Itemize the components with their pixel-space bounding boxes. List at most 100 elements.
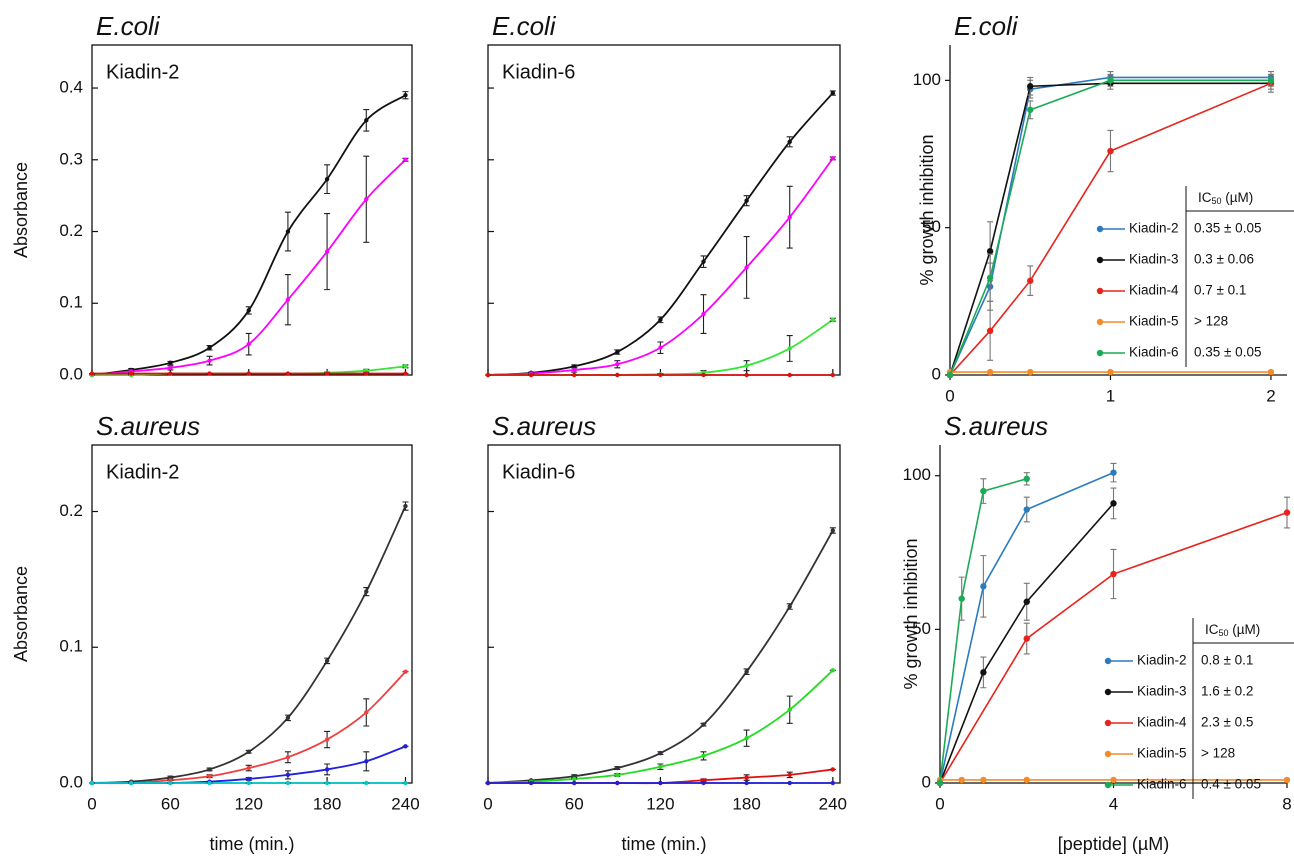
data-point — [528, 780, 534, 786]
series-line — [487, 530, 834, 784]
legend-header-part: 50 — [1212, 196, 1222, 206]
data-point — [324, 737, 330, 742]
data-point — [285, 297, 291, 302]
legend-header: IC50 (µM) — [1205, 622, 1260, 639]
legend-label: Kiadin-5 — [1129, 314, 1179, 329]
data-point — [701, 780, 706, 786]
legend-label: Kiadin-3 — [1137, 684, 1187, 699]
y-tick-label: 0 — [932, 364, 941, 383]
legend-swatch-dot — [1096, 225, 1104, 233]
x-axis-label: [peptide] (µM) — [1058, 834, 1169, 854]
data-point — [324, 658, 330, 664]
y-tick-label: 0.2 — [59, 501, 83, 520]
data-point — [946, 371, 954, 379]
panel: S.aureus Kiadin-2 Absorbance time (min.) 0.0… — [11, 411, 420, 854]
legend-swatch-dot — [1104, 657, 1112, 665]
data-point — [658, 764, 663, 769]
x-tick-label: 60 — [565, 794, 584, 813]
data-point — [658, 345, 663, 350]
legend-header-part: IC — [1198, 190, 1212, 205]
panel-label: Kiadin-2 — [106, 61, 179, 83]
y-tick-label: 100 — [913, 70, 941, 89]
data-point — [787, 780, 792, 786]
data-point — [958, 595, 965, 602]
legend-header-part: 50 — [1219, 628, 1229, 638]
legend-swatch-dot — [1096, 318, 1104, 326]
y-tick-label: 100 — [903, 465, 931, 484]
plot-frame — [91, 444, 413, 784]
data-point — [830, 90, 836, 96]
plot-frame — [487, 444, 841, 784]
panel: E.coli Kiadin-6 — [485, 11, 841, 378]
data-point — [1027, 368, 1034, 376]
data-point — [744, 363, 749, 368]
panel: E.coli Kiadin-2 Absorbance 0.0 0.1 0.2 0.3 0.4 — [11, 11, 413, 383]
plot-frame — [487, 44, 841, 376]
data-point — [128, 780, 134, 786]
data-point — [980, 669, 987, 676]
data-point — [936, 779, 944, 787]
data-point — [744, 372, 749, 378]
series-line — [91, 505, 407, 784]
data-point — [830, 317, 836, 322]
data-point — [830, 767, 836, 772]
data-point — [207, 358, 212, 363]
series-line — [939, 478, 1027, 784]
panel-title: E.coli — [492, 11, 557, 41]
data-point — [285, 780, 291, 786]
data-point — [830, 372, 836, 378]
data-point — [1283, 776, 1291, 784]
legend-label: Kiadin-5 — [1137, 746, 1187, 761]
data-point — [246, 776, 251, 782]
x-tick-label: 2 — [1266, 386, 1275, 405]
data-point — [1267, 368, 1275, 376]
data-point — [701, 259, 706, 264]
panel-title: S.aureus — [492, 411, 596, 441]
data-point — [1023, 506, 1030, 513]
legend-ic50: 0.3 ± 0.06 — [1194, 252, 1254, 267]
y-tick-label: 0 — [922, 772, 931, 791]
data-point — [485, 780, 491, 786]
data-point — [485, 372, 491, 378]
data-point — [1107, 77, 1114, 84]
data-point — [980, 487, 987, 495]
data-point — [168, 365, 173, 371]
y-tick-label: 0.3 — [59, 149, 83, 168]
data-point — [572, 780, 577, 786]
data-point — [986, 274, 994, 281]
data-point — [787, 346, 792, 351]
data-point — [986, 248, 994, 255]
legend-ic50: 1.6 ± 0.2 — [1201, 684, 1253, 699]
legend-header: IC50 (µM) — [1198, 190, 1253, 207]
panel-title: S.aureus — [96, 411, 200, 441]
legend-ic50: 0.8 ± 0.1 — [1201, 653, 1253, 668]
panel: S.aureus % growth inhibition [peptide] (µM… — [901, 411, 1294, 854]
data-point — [168, 371, 173, 376]
data-point — [285, 715, 291, 721]
legend-ic50: > 128 — [1194, 314, 1228, 329]
data-point — [572, 367, 577, 373]
data-point — [615, 780, 620, 786]
x-tick-label: 60 — [161, 794, 180, 813]
data-point — [246, 308, 251, 313]
data-point — [615, 765, 620, 771]
legend-ic50: 0.35 ± 0.05 — [1194, 345, 1261, 360]
y-axis-label: Absorbance — [11, 162, 31, 258]
data-point — [207, 780, 212, 786]
data-point — [207, 774, 212, 779]
data-point — [324, 249, 330, 254]
data-point — [403, 157, 408, 162]
data-point — [1283, 509, 1291, 516]
legend-label: Kiadin-2 — [1129, 221, 1179, 236]
panel-label: Kiadin-2 — [106, 461, 179, 483]
data-point — [787, 372, 792, 378]
data-point — [364, 780, 369, 786]
data-point — [1110, 776, 1117, 784]
x-tick-label: 0 — [483, 794, 492, 813]
legend-header-part: (µM) — [1222, 190, 1254, 205]
x-tick-label: 240 — [391, 794, 419, 813]
data-point — [1023, 475, 1030, 482]
data-point — [744, 736, 749, 741]
